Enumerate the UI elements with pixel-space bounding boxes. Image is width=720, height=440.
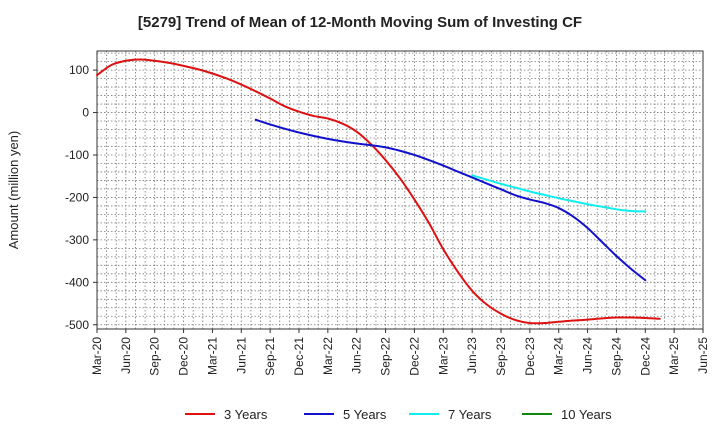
series-line-7-years xyxy=(471,174,647,213)
x-tick-label: Mar-25 xyxy=(667,337,681,375)
x-tick-label: Dec-21 xyxy=(292,337,306,376)
x-tick-label: Mar-22 xyxy=(321,337,335,375)
x-tick-label: Jun-23 xyxy=(465,337,479,374)
x-tick-label: Jun-22 xyxy=(350,337,364,374)
x-tick-label: Sep-24 xyxy=(609,337,623,376)
y-tick-label: 0 xyxy=(82,106,89,120)
y-axis-label: Amount (million yen) xyxy=(6,131,21,250)
legend-label-7-years: 7 Years xyxy=(448,407,492,422)
plot-border xyxy=(96,50,704,330)
legend-label-5-years: 5 Years xyxy=(343,407,387,422)
y-tick-label: -200 xyxy=(65,190,89,204)
x-tick-label: Sep-20 xyxy=(148,337,162,376)
x-tick-label: Mar-20 xyxy=(90,337,104,375)
y-tick-label: -400 xyxy=(65,275,89,289)
x-tick-label: Mar-23 xyxy=(436,337,450,375)
legend-label-3-years: 3 Years xyxy=(224,407,268,422)
chart-title: [5279] Trend of Mean of 12-Month Moving … xyxy=(137,14,583,31)
series-line-3-years xyxy=(96,58,661,325)
x-tick-label: Jun-24 xyxy=(581,337,595,374)
x-tick-label: Mar-21 xyxy=(205,337,219,375)
x-tick-label: Jun-20 xyxy=(119,337,133,374)
x-tick-label: Mar-24 xyxy=(552,337,566,375)
x-tick-label: Jun-25 xyxy=(696,337,710,374)
series-line-5-years xyxy=(254,118,647,282)
y-tick-label: -100 xyxy=(65,148,89,162)
x-tick-label: Dec-20 xyxy=(177,337,191,376)
x-tick-label: Sep-22 xyxy=(379,337,393,376)
x-tick-label: Sep-23 xyxy=(494,337,508,376)
x-tick-label: Dec-23 xyxy=(523,337,537,376)
x-tick-label: Dec-22 xyxy=(407,337,421,376)
x-tick-label: Jun-21 xyxy=(234,337,248,374)
x-tick-label: Dec-24 xyxy=(638,337,652,376)
y-tick-label: 100 xyxy=(69,63,89,77)
legend-label-10-years: 10 Years xyxy=(561,407,612,422)
y-tick-label: -500 xyxy=(65,318,89,332)
x-tick-label: Sep-21 xyxy=(263,337,277,376)
y-tick-label: -300 xyxy=(65,233,89,247)
